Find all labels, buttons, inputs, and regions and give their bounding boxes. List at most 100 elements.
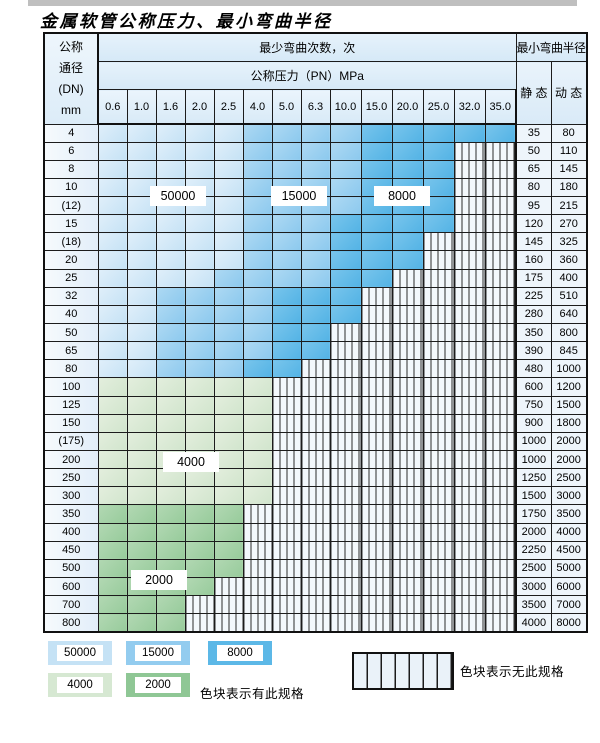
no-spec-cell xyxy=(300,431,331,452)
spec-cell xyxy=(391,214,424,234)
no-spec-cell xyxy=(484,468,517,488)
legend-chip-2000: 2000 xyxy=(126,673,190,697)
no-spec-cell xyxy=(422,486,455,506)
spec-cell xyxy=(97,395,128,415)
spec-cell xyxy=(213,232,244,252)
no-spec-cell xyxy=(453,196,486,216)
pressure-column-header: 4.0 xyxy=(242,89,273,125)
dn-header-line: mm xyxy=(61,102,81,117)
no-spec-cell xyxy=(329,558,362,579)
no-spec-cell xyxy=(271,450,302,470)
spec-cell xyxy=(126,595,157,615)
no-spec-cell xyxy=(329,613,362,633)
spec-cell xyxy=(155,159,186,179)
no-spec-cell xyxy=(329,359,362,379)
no-spec-cell xyxy=(329,395,362,415)
no-spec-cell xyxy=(300,613,331,633)
spec-cell xyxy=(329,250,362,270)
no-spec-cell xyxy=(213,613,244,633)
dynamic-radius-cell: 845 xyxy=(550,341,588,361)
spec-cell xyxy=(184,286,215,306)
legend-chip-value: 50000 xyxy=(57,645,103,661)
no-spec-cell xyxy=(300,486,331,506)
no-spec-cell xyxy=(300,395,331,415)
no-spec-cell xyxy=(484,196,517,216)
no-spec-cell xyxy=(360,377,393,397)
dn-cell: 700 xyxy=(43,595,99,615)
no-spec-cell xyxy=(271,395,302,415)
no-spec-cell xyxy=(300,504,331,524)
spec-cell xyxy=(271,268,302,288)
no-spec-cell xyxy=(484,304,517,325)
static-radius-cell: 225 xyxy=(515,286,552,306)
dn-cell: 200 xyxy=(43,450,99,470)
no-spec-cell xyxy=(484,214,517,234)
dn-cell: 25 xyxy=(43,268,99,288)
legend-chip-4000: 4000 xyxy=(48,673,112,697)
dn-cell: 8 xyxy=(43,159,99,179)
dynamic-radius-cell: 325 xyxy=(550,232,588,252)
spec-cell xyxy=(329,232,362,252)
no-spec-cell xyxy=(329,595,362,615)
legend-chip-value: 8000 xyxy=(217,645,263,661)
spec-cell xyxy=(155,341,186,361)
no-spec-cell xyxy=(242,558,273,579)
spec-cell xyxy=(97,413,128,433)
pressure-column-header: 35.0 xyxy=(484,89,517,125)
table-row: 800 4000 8000 xyxy=(43,613,588,633)
no-spec-cell xyxy=(271,613,302,633)
spec-cell xyxy=(155,377,186,397)
spec-cell xyxy=(329,177,362,198)
spec-cell xyxy=(329,141,362,161)
no-spec-cell xyxy=(484,395,517,415)
table-row: 65 390 845 xyxy=(43,341,588,361)
spec-cell xyxy=(97,577,128,597)
no-spec-cell xyxy=(453,377,486,397)
pressure-column-header: 2.5 xyxy=(213,89,244,125)
no-spec-cell xyxy=(453,323,486,343)
static-radius-cell: 2000 xyxy=(515,522,552,542)
no-spec-cell xyxy=(360,341,393,361)
spec-cell xyxy=(184,504,215,524)
spec-cell xyxy=(126,431,157,452)
no-spec-cell xyxy=(453,558,486,579)
spec-cell xyxy=(422,159,455,179)
static-radius-cell: 900 xyxy=(515,413,552,433)
no-spec-cell xyxy=(391,413,424,433)
spec-cell xyxy=(97,250,128,270)
no-spec-cell xyxy=(300,558,331,579)
bend-radius-header: 最小弯曲半径 xyxy=(515,32,588,62)
spec-cell xyxy=(184,486,215,506)
spec-cell xyxy=(213,323,244,343)
pressure-column-header: 1.6 xyxy=(155,89,186,125)
static-radius-cell: 2250 xyxy=(515,540,552,560)
spec-cell xyxy=(97,268,128,288)
no-spec-cell xyxy=(453,304,486,325)
no-spec-cell xyxy=(391,431,424,452)
dynamic-radius-cell: 2000 xyxy=(550,450,588,470)
spec-cell xyxy=(360,268,393,288)
spec-cell xyxy=(300,214,331,234)
table-row: 700 3500 7000 xyxy=(43,595,588,615)
spec-cell xyxy=(242,359,273,379)
spec-cell xyxy=(97,304,128,325)
spec-cell xyxy=(97,286,128,306)
spec-cell xyxy=(242,159,273,179)
no-spec-cell xyxy=(184,595,215,615)
spec-cell xyxy=(155,286,186,306)
spec-cell xyxy=(391,141,424,161)
spec-cell xyxy=(360,232,393,252)
dn-header-line: (DN) xyxy=(58,81,84,96)
no-spec-cell xyxy=(422,522,455,542)
spec-cell xyxy=(453,123,486,143)
no-spec-cell xyxy=(360,595,393,615)
spec-cell xyxy=(97,431,128,452)
spec-cell xyxy=(271,341,302,361)
no-spec-cell xyxy=(271,540,302,560)
spec-cell xyxy=(213,141,244,161)
spec-cell xyxy=(155,540,186,560)
no-spec-cell xyxy=(453,522,486,542)
spec-cell xyxy=(242,250,273,270)
spec-cell xyxy=(271,250,302,270)
no-spec-cell xyxy=(242,504,273,524)
